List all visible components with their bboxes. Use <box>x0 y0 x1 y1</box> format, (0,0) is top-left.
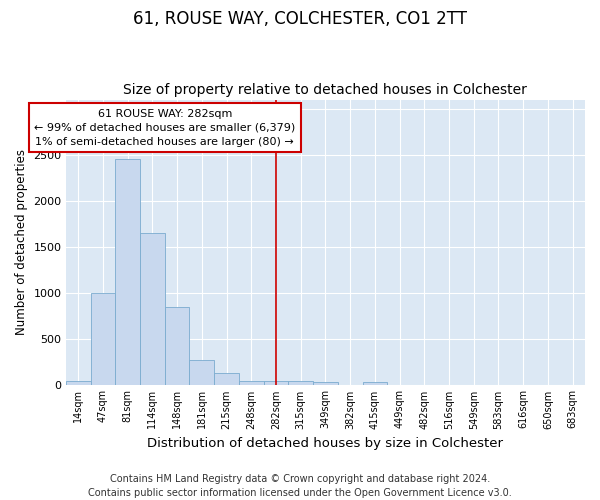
Bar <box>165 307 190 385</box>
Text: 61, ROUSE WAY, COLCHESTER, CO1 2TT: 61, ROUSE WAY, COLCHESTER, CO1 2TT <box>133 10 467 28</box>
Text: Contains HM Land Registry data © Crown copyright and database right 2024.
Contai: Contains HM Land Registry data © Crown c… <box>88 474 512 498</box>
Bar <box>313 382 338 385</box>
Bar <box>140 233 165 385</box>
Title: Size of property relative to detached houses in Colchester: Size of property relative to detached ho… <box>124 83 527 97</box>
Text: 61 ROUSE WAY: 282sqm
← 99% of detached houses are smaller (6,379)
1% of semi-det: 61 ROUSE WAY: 282sqm ← 99% of detached h… <box>34 109 295 147</box>
Bar <box>91 293 115 385</box>
Bar <box>190 360 214 385</box>
Bar <box>263 380 289 385</box>
X-axis label: Distribution of detached houses by size in Colchester: Distribution of detached houses by size … <box>148 437 503 450</box>
Bar <box>289 380 313 385</box>
Bar <box>362 382 387 385</box>
Bar <box>115 160 140 385</box>
Bar <box>214 373 239 385</box>
Bar <box>239 380 263 385</box>
Y-axis label: Number of detached properties: Number of detached properties <box>15 150 28 336</box>
Bar <box>66 380 91 385</box>
